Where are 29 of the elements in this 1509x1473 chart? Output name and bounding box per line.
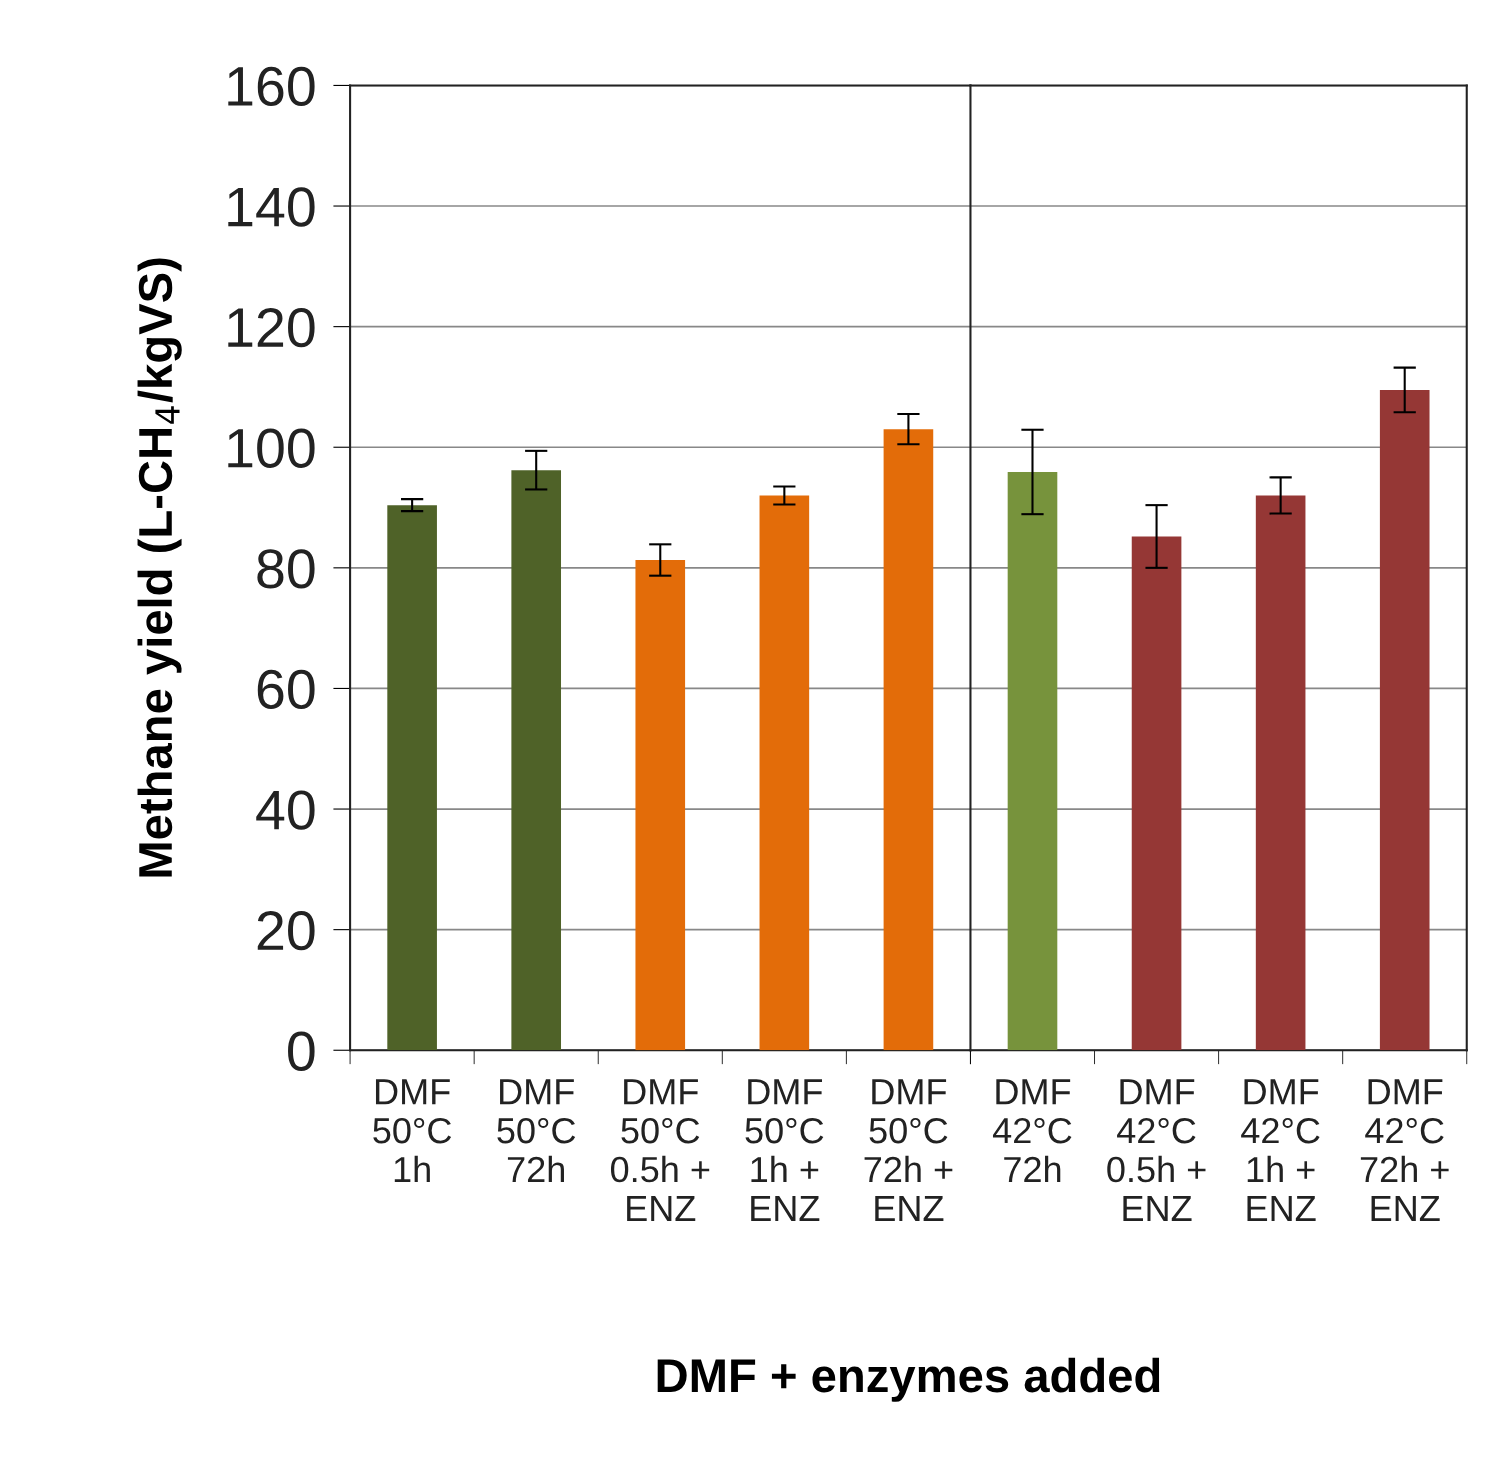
y-tick-label: 80 [257, 549, 315, 589]
y-tick-label: 60 [257, 669, 315, 710]
y-tick-label: 140 [228, 187, 315, 227]
bar [1255, 495, 1306, 1051]
y-tick-label: 40 [256, 790, 315, 830]
bar [635, 560, 686, 1051]
bar [1007, 471, 1058, 1051]
bar [511, 470, 562, 1051]
bar [759, 495, 810, 1051]
y-tick-label: 100 [228, 428, 315, 468]
x-tick-label: DMF 50°C 0.5h + ENZ [610, 1079, 710, 1221]
y-tick-label: 120 [228, 307, 315, 348]
bar [1131, 536, 1182, 1051]
bar [387, 505, 437, 1051]
x-tick-label: DMF 42°C 72h + ENZ [1360, 1079, 1449, 1221]
x-axis-title: DMF + enzymes added [657, 1357, 1160, 1402]
y-axis-title: Methane yield (L-CH$_{4}$/kgVS) [137, 258, 182, 877]
x-tick-label: DMF 50°C 1h + ENZ [745, 1079, 824, 1221]
x-tick-label: DMF 42°C 1h + ENZ [1241, 1079, 1320, 1221]
bar [1379, 389, 1430, 1051]
x-tick-label: DMF 50°C 72h [497, 1079, 576, 1182]
x-tick-label: DMF 42°C 0.5h + ENZ [1107, 1079, 1206, 1221]
y-tick-label: 160 [228, 66, 315, 107]
x-tick-label: DMF 42°C 72h [992, 1079, 1072, 1182]
x-tick-label: DMF 50°C 1h [373, 1079, 452, 1182]
x-tick-label: DMF 50°C 72h + ENZ [864, 1079, 953, 1221]
bar [883, 429, 934, 1051]
y-tick-label: 0 [288, 1031, 315, 1071]
y-tick-label: 20 [257, 910, 315, 951]
